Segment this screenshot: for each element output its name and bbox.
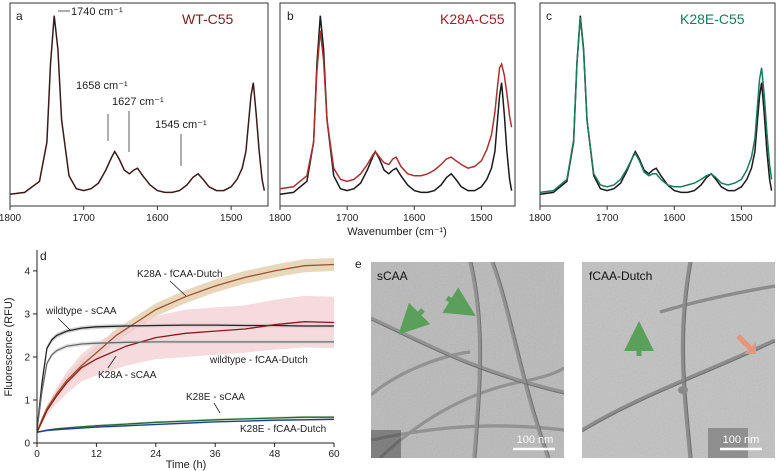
fcaa-arrow-orange	[736, 334, 754, 352]
y-tick-label-4: 4	[24, 266, 30, 277]
micrograph-fcaa-dutch-title: fCAA-Dutch	[589, 269, 652, 283]
series-line-0	[36, 263, 335, 433]
label-wildtype-scaa: wildtype - sCAA	[45, 306, 117, 317]
series-line-1	[36, 324, 334, 431]
panel-c-frame	[539, 2, 776, 207]
label-k28e-fcaa-dutch: K28E - fCAA-Dutch	[240, 424, 326, 435]
label-k28a-fcaa-dutch: K28A - fCAA-Dutch	[137, 269, 223, 280]
annotation-1627: 1627 cm⁻¹	[112, 96, 164, 108]
panel-a-frame	[9, 2, 269, 207]
series-line-4	[36, 416, 334, 433]
y-tick-label-3: 3	[24, 309, 30, 320]
panel-a-label: a	[16, 9, 23, 23]
fcaa-arrow-orange-head	[744, 342, 756, 354]
panel-b-frame	[279, 2, 516, 207]
leader-k28a-scaa	[107, 355, 117, 369]
x-tick-label-36: 36	[210, 449, 222, 460]
panel-b-spectrum: b K28A-C55 1800 1700 1600 1500 Wavenumber (…	[269, 2, 516, 238]
error-band-0	[37, 258, 334, 434]
x-tick-label-48: 48	[269, 449, 281, 460]
series-line-5	[36, 418, 335, 433]
micrograph-scaa-title: sCAA	[377, 269, 408, 283]
annotation-1545: 1545 cm⁻¹	[155, 119, 207, 131]
error-band-2	[37, 295, 334, 434]
tick-label-b-1500: 1500	[470, 213, 493, 224]
panel-b-xlabel: Wavenumber (cm⁻¹)	[347, 226, 447, 238]
panel-d-ylabel: Fluorescence (RFU)	[3, 297, 15, 396]
annotation-1740: 1740 cm⁻¹	[71, 6, 123, 18]
tick-label-a-1800: 1800	[0, 213, 22, 224]
leader-wildtype-scaa	[57, 317, 71, 331]
tick-label-c-1800: 1800	[529, 213, 552, 224]
series-line-2	[36, 321, 335, 433]
tick-label-a-1700: 1700	[73, 213, 96, 224]
micrograph-fcaa-dutch	[582, 262, 775, 458]
panel-e-micrographs: e sCAA 100 nm	[355, 257, 775, 458]
x-tick-label-0: 0	[34, 449, 40, 460]
x-tick-label-24: 24	[150, 449, 162, 460]
panel-c-title: K28E-C55	[680, 11, 745, 27]
x-tick-label-60: 60	[328, 449, 340, 460]
tick-label-a-1600: 1600	[146, 213, 169, 224]
spectrum-line-a-1	[9, 15, 266, 196]
spectrum-line-c-2	[539, 17, 773, 194]
y-tick-label-2: 2	[24, 352, 30, 363]
label-wildtype-fcaa-dutch: wildtype - fCAA-Dutch	[209, 355, 308, 366]
tick-label-b-1600: 1600	[403, 213, 426, 224]
tick-label-a-1500: 1500	[220, 213, 243, 224]
scale-bar-left-label: 100 nm	[517, 434, 554, 446]
panel-b-label: b	[287, 9, 294, 23]
panel-c-spectrum: c K28E-C55 1800 1700 1600 1500	[529, 2, 776, 224]
annotation-1658: 1658 cm⁻¹	[76, 80, 128, 92]
panel-c-label: c	[546, 9, 552, 23]
series-line-3	[36, 341, 334, 431]
panel-a-title: WT-C55	[182, 11, 234, 27]
tick-label-b-1700: 1700	[336, 213, 359, 224]
tick-label-c-1500: 1500	[730, 213, 753, 224]
leader-k28a-fcaa-dutch	[169, 280, 187, 297]
leader-k28e-scaa	[213, 402, 221, 414]
spectrum-line-b-2	[279, 30, 513, 190]
label-k28e-scaa: K28E - sCAA	[186, 392, 245, 403]
y-tick-label-0: 0	[24, 439, 30, 450]
tick-label-c-1600: 1600	[663, 213, 686, 224]
tick-label-c-1700: 1700	[596, 213, 619, 224]
tick-label-b-1800: 1800	[269, 213, 292, 224]
panel-b-title: K28A-C55	[440, 11, 505, 27]
panel-a-spectrum: a WT-C55 1800 1700 1600 1500 1740 cm⁻¹ 1658…	[0, 2, 269, 224]
scale-bar-right-label: 100 nm	[723, 434, 760, 446]
panel-d-label: d	[40, 249, 47, 263]
label-k28a-scaa: K28A - sCAA	[98, 370, 157, 381]
x-tick-label-12: 12	[91, 449, 103, 460]
y-tick-label-1: 1	[24, 395, 30, 406]
scaa-arrow-2	[442, 287, 476, 316]
scaa-arrow-1	[398, 302, 431, 335]
micrograph-scaa	[371, 262, 564, 458]
panel-e-label: e	[355, 257, 362, 271]
panel-d-xlabel: Time (h)	[166, 459, 207, 471]
